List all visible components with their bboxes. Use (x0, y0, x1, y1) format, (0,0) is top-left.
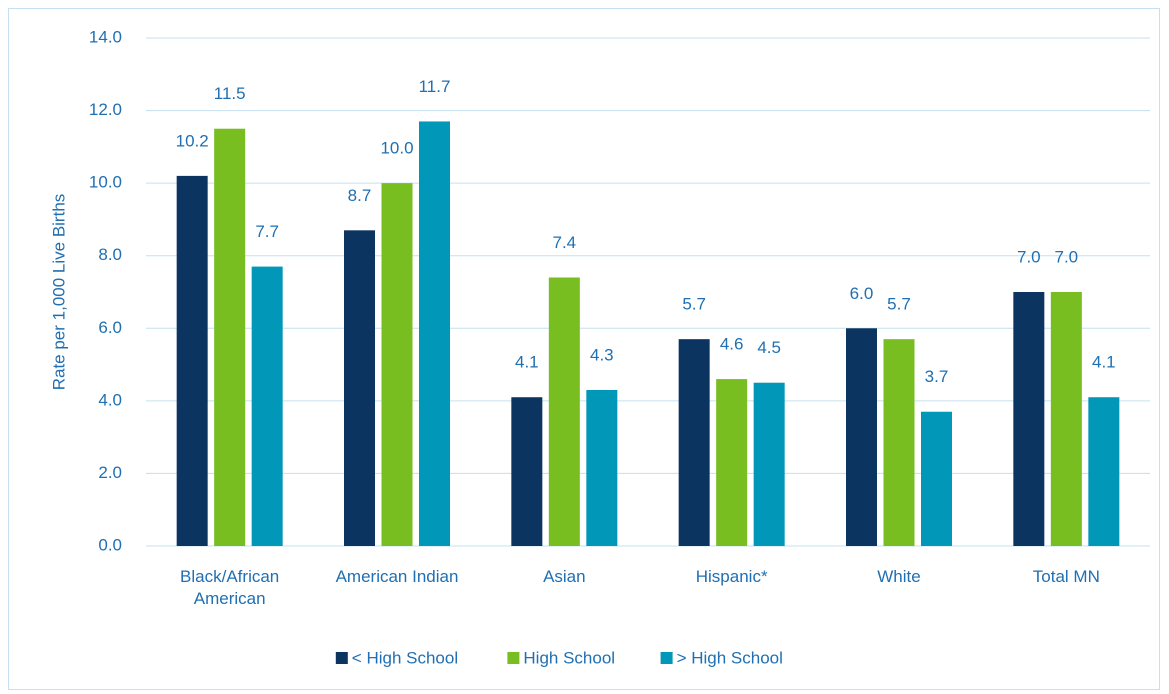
chart-border (8, 8, 1160, 690)
bar (1088, 397, 1120, 546)
value-label: 4.5 (757, 338, 781, 357)
bar (176, 175, 208, 546)
y-tick-label: 12.0 (89, 100, 122, 119)
value-label: 4.6 (720, 335, 744, 354)
bar (251, 266, 283, 546)
bar (921, 411, 952, 546)
value-label: 10.0 (380, 139, 413, 158)
value-label: 11.7 (419, 77, 451, 96)
x-tick-label: White (877, 567, 921, 586)
y-tick-label: 6.0 (98, 318, 122, 337)
y-tick-label: 0.0 (98, 535, 122, 554)
value-label: 6.0 (850, 284, 874, 303)
bar (1050, 292, 1082, 546)
value-label: 4.1 (1092, 353, 1116, 372)
legend-swatch (507, 652, 520, 664)
legend-swatch (335, 652, 348, 664)
value-label: 7.0 (1055, 247, 1079, 266)
value-label: 7.7 (255, 222, 279, 241)
value-label: 10.2 (176, 131, 209, 150)
bar (846, 328, 877, 546)
x-tick-label: Asian (543, 567, 586, 586)
bar (753, 382, 785, 546)
value-label: 7.0 (1017, 247, 1041, 266)
bar (678, 339, 710, 546)
x-tick-label: Hispanic* (695, 567, 768, 586)
bar (381, 183, 413, 546)
legend-label: < High School (352, 648, 458, 667)
bar (716, 379, 748, 546)
x-tick-label: Black/African American (180, 567, 280, 608)
legend-swatch (660, 652, 673, 664)
value-label: 11.5 (214, 84, 246, 103)
value-label: 4.1 (515, 353, 539, 372)
bar (883, 339, 915, 546)
bar (1013, 292, 1045, 546)
bar (344, 230, 375, 547)
y-tick-label: 8.0 (98, 245, 122, 264)
bar (511, 397, 543, 546)
bar (419, 121, 450, 546)
x-tick-label: Total MN (1032, 567, 1100, 586)
y-tick-label: 4.0 (98, 390, 122, 409)
bar (214, 128, 246, 546)
value-label: 8.7 (348, 186, 372, 205)
x-tick-label: American Indian (335, 567, 459, 586)
value-label: 5.7 (682, 295, 706, 314)
legend-label: High School (523, 648, 615, 667)
bar (586, 389, 618, 546)
y-tick-label: 14.0 (89, 27, 122, 46)
y-tick-label: 10.0 (89, 173, 122, 192)
bar (548, 277, 580, 546)
y-axis-title: Rate per 1,000 Live Births (49, 194, 68, 391)
value-label: 5.7 (887, 295, 911, 314)
value-label: 3.7 (925, 367, 949, 386)
value-label: 7.4 (553, 233, 577, 252)
y-tick-label: 2.0 (98, 463, 122, 482)
value-label: 4.3 (590, 345, 614, 364)
legend-label: > High School (677, 648, 783, 667)
